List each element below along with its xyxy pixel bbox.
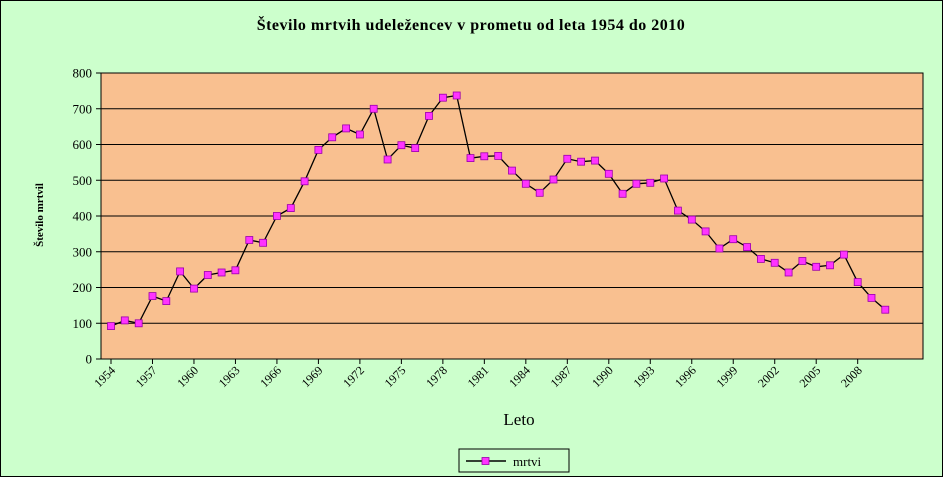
x-tick-label-1984: 1984 — [506, 363, 533, 390]
data-point-1996 — [687, 215, 696, 224]
data-point-2005 — [812, 262, 821, 271]
legend: mrtvi — [458, 448, 570, 473]
data-point-1991 — [618, 189, 627, 198]
x-tick-label-1993: 1993 — [631, 363, 658, 390]
data-point-1979 — [452, 91, 461, 100]
x-tick-label-1981: 1981 — [465, 363, 492, 390]
data-point-1955 — [120, 316, 129, 325]
legend-marker-sample — [481, 457, 490, 465]
series-mrtvi — [107, 91, 890, 331]
data-point-2002 — [770, 258, 779, 267]
data-point-1962 — [217, 268, 226, 277]
data-point-1971 — [342, 124, 351, 133]
data-point-1970 — [328, 133, 337, 142]
data-point-1982 — [494, 151, 503, 160]
y-tick-label-700: 700 — [73, 101, 93, 116]
data-point-1964 — [245, 236, 254, 244]
x-axis-title: Leto — [503, 410, 534, 429]
data-point-1973 — [369, 104, 378, 113]
data-point-1987 — [563, 154, 572, 163]
data-point-1995 — [674, 206, 682, 215]
data-point-2003 — [784, 268, 793, 277]
x-tick-label-1972: 1972 — [340, 363, 367, 390]
data-point-1981 — [480, 152, 489, 161]
data-point-1997 — [701, 227, 710, 236]
x-tick-label-1957: 1957 — [133, 363, 160, 390]
data-point-2004 — [798, 257, 807, 265]
data-point-2009 — [867, 293, 876, 302]
data-point-1956 — [134, 319, 143, 328]
data-point-1965 — [259, 238, 268, 247]
x-tick-label-2005: 2005 — [796, 363, 823, 390]
data-point-2008 — [853, 278, 862, 287]
x-tick-label-1975: 1975 — [382, 363, 409, 390]
data-point-1966 — [272, 212, 281, 220]
chart-title: Število mrtvih udeležencev v prometu od … — [257, 15, 686, 34]
data-point-1978 — [438, 93, 447, 102]
data-point-1998 — [715, 244, 724, 253]
data-point-1960 — [190, 284, 198, 293]
y-tick-label-200: 200 — [73, 280, 93, 295]
x-tick-label-2002: 2002 — [755, 363, 782, 390]
y-tick-label-0: 0 — [86, 352, 93, 367]
x-tick-label-1960: 1960 — [174, 363, 201, 390]
x-tick-label-1954: 1954 — [91, 363, 118, 390]
data-point-1961 — [203, 271, 212, 279]
data-point-1957 — [148, 292, 157, 301]
data-point-1984 — [521, 179, 530, 188]
data-point-1983 — [508, 166, 516, 175]
x-tick-label-1999: 1999 — [713, 363, 740, 390]
data-point-1989 — [591, 156, 599, 165]
y-tick-label-400: 400 — [73, 209, 93, 224]
data-point-1972 — [355, 130, 364, 139]
data-point-1958 — [162, 297, 171, 306]
data-point-1986 — [549, 175, 558, 184]
data-point-2006 — [826, 261, 834, 270]
data-point-1963 — [231, 266, 240, 275]
x-tick-label-1987: 1987 — [548, 363, 575, 390]
data-point-1954 — [107, 322, 115, 331]
legend-box — [458, 448, 570, 473]
data-point-1967 — [286, 204, 295, 213]
x-axis-ticks: 1954 1957 1960 1963 1966 1969 1972 1975 1978 1981… — [91, 359, 865, 390]
data-point-1988 — [577, 157, 585, 166]
data-point-2010 — [881, 305, 890, 314]
data-point-1992 — [632, 179, 641, 188]
data-point-2001 — [757, 254, 765, 263]
data-point-1974 — [383, 155, 392, 164]
data-point-1993 — [646, 178, 655, 187]
data-point-1975 — [397, 141, 406, 150]
y-tick-label-500: 500 — [73, 173, 93, 188]
x-tick-label-1996: 1996 — [672, 363, 699, 390]
data-point-1985 — [535, 188, 544, 197]
y-axis-ticks: 0 100 200 300 400 500 600 700 800 — [73, 66, 101, 367]
data-point-1968 — [300, 177, 309, 186]
y-axis-title: Število mrtvil — [33, 183, 46, 247]
data-point-1990 — [604, 169, 613, 178]
data-point-1969 — [314, 145, 323, 154]
x-tick-label-1969: 1969 — [299, 363, 326, 390]
data-point-1994 — [660, 174, 668, 183]
y-tick-label-600: 600 — [73, 137, 93, 152]
y-tick-label-300: 300 — [73, 244, 93, 259]
data-point-1977 — [425, 112, 433, 120]
legend-label: mrtvi — [513, 454, 542, 469]
x-tick-label-1990: 1990 — [589, 363, 616, 390]
x-tick-label-1963: 1963 — [216, 363, 243, 390]
data-point-1999 — [729, 235, 738, 244]
x-tick-label-1978: 1978 — [423, 363, 450, 390]
data-point-2000 — [743, 243, 751, 252]
y-tick-label-100: 100 — [73, 316, 93, 331]
data-point-1976 — [411, 144, 420, 153]
data-point-2007 — [840, 250, 848, 259]
data-point-1959 — [176, 267, 185, 276]
y-tick-label-800: 800 — [73, 66, 93, 81]
gridlines — [101, 108, 923, 324]
x-tick-label-1966: 1966 — [257, 363, 284, 390]
x-tick-label-2008: 2008 — [838, 363, 865, 390]
data-point-1980 — [466, 154, 475, 163]
